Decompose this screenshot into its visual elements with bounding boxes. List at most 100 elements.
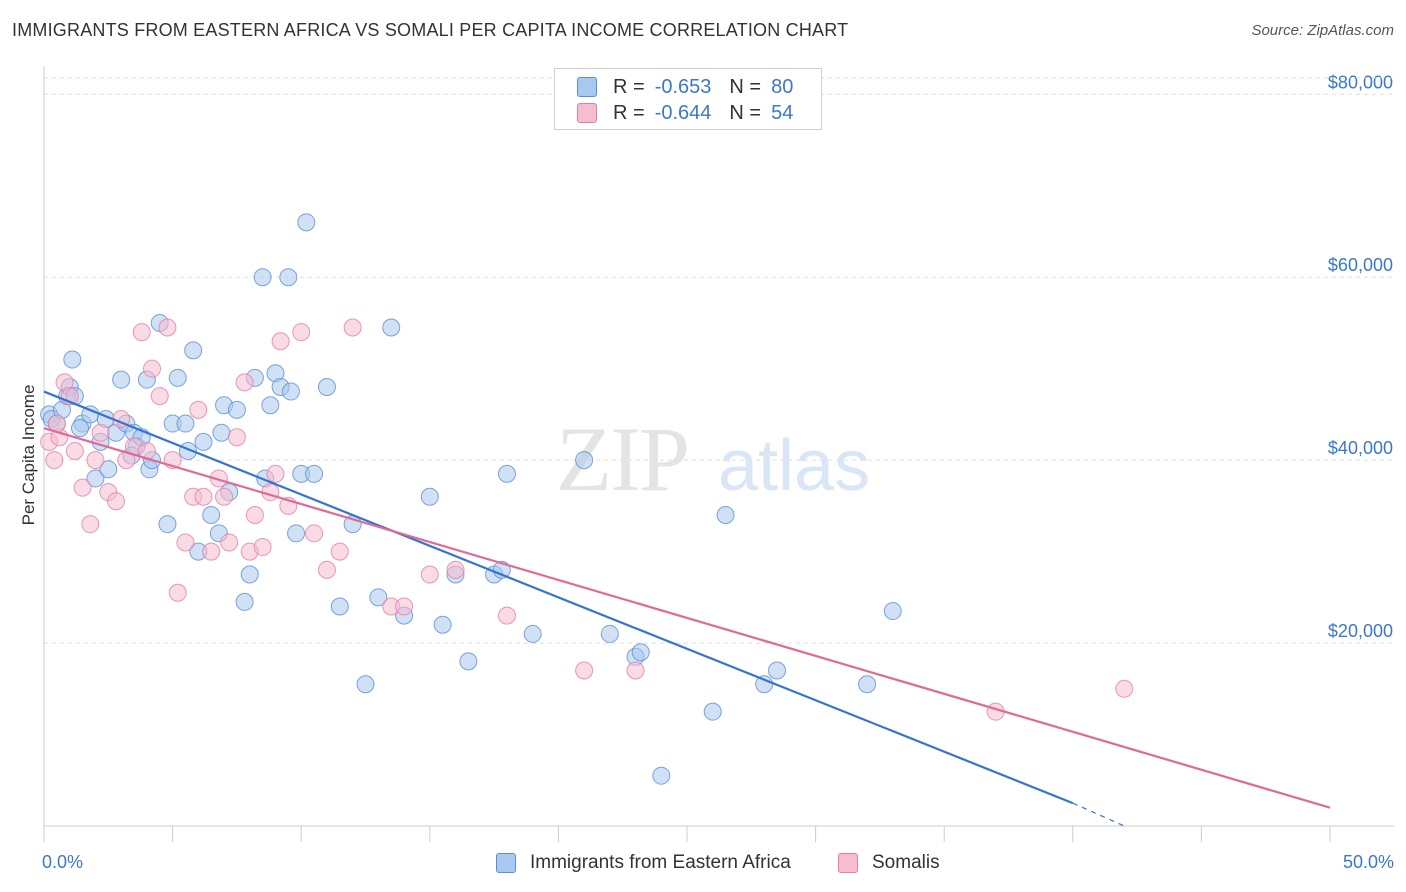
eastern-africa-point — [202, 506, 221, 525]
legend-row-pink: R = -0.644 N = 54 — [577, 100, 793, 126]
eastern-africa-point — [631, 643, 650, 662]
somali-point — [305, 524, 324, 543]
eastern-africa-point — [158, 515, 177, 534]
legend-row-blue: R = -0.653 N = 80 — [577, 74, 793, 100]
eastern-africa-point — [369, 588, 388, 607]
somali-point — [194, 487, 213, 506]
eastern-africa-point — [305, 464, 324, 483]
somali-point — [132, 323, 151, 342]
somali-point — [189, 400, 208, 419]
eastern-africa-point — [99, 460, 118, 479]
eastern-africa-point — [497, 464, 516, 483]
watermark-atlas: atlas — [718, 426, 870, 506]
correlation-legend: R = -0.653 N = 80 R = -0.644 N = 54 — [554, 68, 822, 130]
eastern-africa-point — [433, 615, 452, 634]
n-value: 54 — [771, 101, 794, 124]
eastern-africa-point — [261, 396, 280, 415]
legend-label: Somalis — [872, 852, 940, 873]
eastern-africa-point — [86, 469, 105, 488]
blue-legend-swatch — [496, 853, 516, 873]
somali-point — [330, 542, 349, 561]
somali-point — [395, 597, 414, 616]
eastern-africa-point — [716, 506, 735, 525]
y-tick-label: $20,000 — [1328, 621, 1393, 641]
somali-point — [317, 560, 336, 579]
series-legend: Immigrants from Eastern Africa Somalis — [0, 850, 1406, 878]
somali-point — [215, 487, 234, 506]
somali-point — [45, 451, 64, 470]
somali-point — [575, 661, 594, 680]
somali-point — [209, 469, 228, 488]
eastern-africa-point — [356, 675, 375, 694]
y-tick-label: $60,000 — [1328, 255, 1393, 275]
eastern-africa-point — [112, 370, 131, 389]
chart-source: Source: ZipAtlas.com — [1251, 22, 1394, 39]
eastern-africa-point — [459, 652, 478, 671]
somali-point — [150, 387, 169, 406]
eastern-africa-point — [575, 451, 594, 470]
eastern-africa-point — [523, 624, 542, 643]
somali-point — [86, 451, 105, 470]
blue-swatch — [577, 77, 597, 97]
somali-point — [81, 515, 100, 534]
eastern-africa-point — [168, 368, 187, 387]
somali-point — [143, 359, 162, 378]
y-axis-title: Per Capita Income — [19, 385, 38, 526]
eastern-africa-point — [297, 213, 316, 232]
somali-point — [420, 565, 439, 584]
eastern-africa-point — [600, 624, 619, 643]
eastern-africa-point — [63, 350, 82, 369]
somali-point — [235, 373, 254, 392]
eastern-africa-point — [330, 597, 349, 616]
somali-point — [245, 506, 264, 525]
y-tick-label: $80,000 — [1328, 72, 1393, 92]
legend-label: Immigrants from Eastern Africa — [530, 852, 791, 873]
somali-point — [266, 464, 285, 483]
eastern-africa-point — [703, 702, 722, 721]
eastern-africa-point — [382, 318, 401, 337]
eastern-africa-point — [281, 382, 300, 401]
eastern-africa-point — [279, 268, 298, 287]
eastern-africa-point — [227, 400, 246, 419]
somali-point — [271, 332, 290, 351]
eastern-africa-point — [652, 766, 671, 785]
somali-point — [107, 492, 126, 511]
somali-point — [253, 538, 272, 557]
somali-trendline — [43, 427, 1331, 809]
pink-legend-swatch — [838, 853, 858, 873]
n-value: 80 — [771, 75, 794, 98]
pink-swatch — [577, 103, 597, 123]
eastern-africa-trendline — [43, 390, 1074, 805]
chart-title: IMMIGRANTS FROM EASTERN AFRICA VS SOMALI… — [12, 20, 849, 40]
somali-point — [73, 478, 92, 497]
somali-point — [91, 423, 110, 442]
eastern-africa-point — [212, 423, 231, 442]
eastern-africa-point — [71, 419, 90, 438]
eastern-africa-point — [176, 414, 195, 433]
eastern-africa-point — [194, 432, 213, 451]
x-axis-min-label: 0.0% — [42, 852, 84, 872]
eastern-africa-point — [420, 487, 439, 506]
somali-point — [292, 323, 311, 342]
eastern-africa-trendline-extension — [1072, 802, 1125, 827]
eastern-africa-point — [240, 565, 259, 584]
somali-point — [446, 560, 465, 579]
legend-item-eastern-africa: Immigrants from Eastern Africa — [496, 852, 791, 874]
n-label: N = — [729, 101, 762, 124]
legend-item-somalis: Somalis — [838, 852, 940, 874]
somali-point — [65, 442, 84, 460]
r-value: -0.653 — [654, 75, 712, 98]
eastern-africa-point — [184, 341, 203, 360]
somali-point — [497, 606, 516, 625]
eastern-africa-point — [858, 675, 877, 694]
somali-point — [220, 533, 239, 552]
r-label: R = — [613, 75, 645, 98]
eastern-africa-point — [768, 661, 787, 680]
eastern-africa-point — [317, 377, 336, 396]
r-label: R = — [613, 101, 645, 124]
x-axis-max-label: 50.0% — [1342, 852, 1394, 872]
somali-point — [1115, 679, 1134, 698]
somali-point — [343, 318, 362, 337]
eastern-africa-point — [253, 268, 272, 287]
